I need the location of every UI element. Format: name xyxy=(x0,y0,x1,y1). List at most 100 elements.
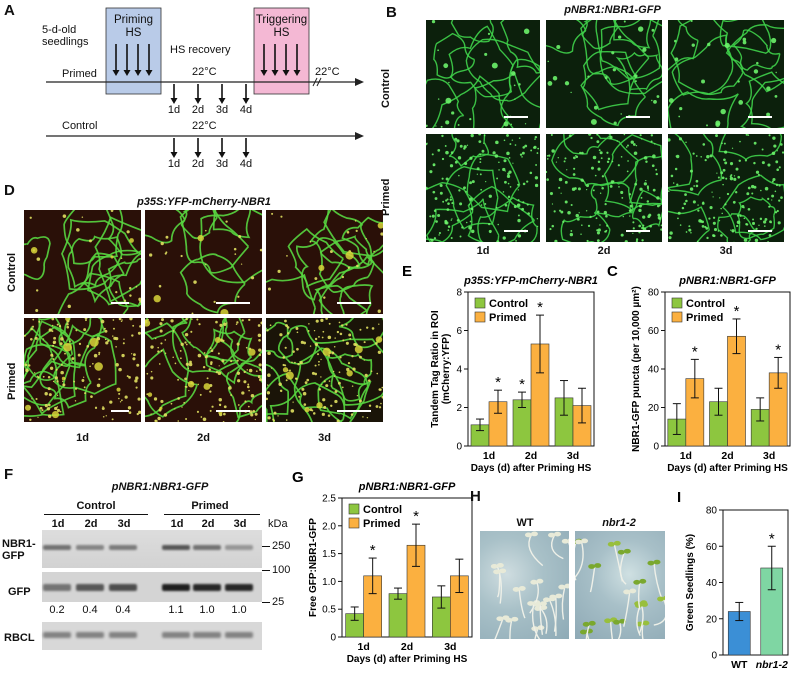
y-tick-label: 0.5 xyxy=(322,605,336,616)
row-control-label: Control xyxy=(62,120,98,132)
x-tick-label: 2d xyxy=(401,641,413,653)
nbr1-gfp-band xyxy=(162,545,190,550)
y-tick-label: 0 xyxy=(711,651,717,662)
scale-bar xyxy=(748,230,772,232)
y-tick-label: 2 xyxy=(456,403,462,414)
x-axis-label: Days (d) after Priming HS xyxy=(471,463,592,474)
blot-lane-label: 2d xyxy=(84,518,98,530)
y-tick-label: 6 xyxy=(456,326,462,337)
nbr1-gfp-band xyxy=(109,545,137,550)
x-tick-label: nbr1-2 xyxy=(756,659,788,671)
y-axis-label: Free GFP:NBR1-GFP xyxy=(308,518,319,617)
panel-f-letter: F xyxy=(4,466,14,483)
blot-ratio-value: 1.1 xyxy=(168,604,184,616)
legend-swatch xyxy=(348,517,360,529)
blot-strip-nbr1 xyxy=(42,530,262,568)
scale-bar xyxy=(626,116,650,118)
panel-b-col-2: 2d xyxy=(597,245,611,257)
scale-bar xyxy=(337,302,371,304)
blot-ratio-value: 1.0 xyxy=(231,604,247,616)
legend-label: Control xyxy=(686,298,725,310)
nbr1-gfp-primed-3d-image xyxy=(668,134,784,242)
gfp-band xyxy=(193,584,221,591)
rbcl-band xyxy=(109,632,137,638)
panel-d-letter: D xyxy=(4,182,15,199)
scale-bar xyxy=(111,410,129,412)
y-tick-label: 0 xyxy=(330,633,336,644)
chart-g-letter: G xyxy=(292,469,304,486)
legend-swatch xyxy=(474,311,486,323)
y-tick-label: 1.0 xyxy=(322,577,336,588)
legend-label: Primed xyxy=(686,312,723,324)
x-axis-label: Days (d) after Priming HS xyxy=(667,463,788,474)
y-tick-label: 2.5 xyxy=(322,494,336,505)
blot-ratio-value: 0.4 xyxy=(115,604,131,616)
y-tick-label: 60 xyxy=(706,542,718,553)
y-tick-label: 80 xyxy=(706,506,718,517)
gfp-band xyxy=(225,584,253,591)
rbcl-band xyxy=(76,632,104,638)
control-day-label: 2d xyxy=(191,158,205,170)
panel-h-letter: H xyxy=(470,488,481,505)
panel-b-row-control: Control xyxy=(380,68,392,108)
chart-i-letter: I xyxy=(677,489,681,506)
marker-tick xyxy=(262,570,270,571)
blot-lane-label: 3d xyxy=(117,518,131,530)
panel-d-title: p35S:YFP-mCherry-NBR1 xyxy=(137,196,271,208)
primed-day-label: 4d xyxy=(239,104,253,116)
y-tick-label: 40 xyxy=(706,578,718,589)
recovery-label: HS recovery xyxy=(170,44,231,56)
panel-b-col-3: 3d xyxy=(719,245,733,257)
chart-title: pNBR1:NBR1-GFP xyxy=(678,275,776,287)
x-tick-label: 1d xyxy=(483,450,495,462)
control-day-label: 1d xyxy=(167,158,181,170)
panel-h-wt-label: WT xyxy=(516,517,534,529)
rbcl-band xyxy=(193,632,221,638)
y-tick-label: 0 xyxy=(653,442,659,453)
x-axis-label: Days (d) after Priming HS xyxy=(347,654,468,665)
gfp-band xyxy=(109,584,137,591)
primed-day-label: 3d xyxy=(215,104,229,116)
blot-lane-label: 3d xyxy=(233,518,247,530)
x-tick-label: 1d xyxy=(358,641,370,653)
blot-kda-label: kDa xyxy=(268,518,288,530)
marker-label: 250 xyxy=(272,540,291,552)
significance-star: * xyxy=(734,303,740,320)
priming-label: Priming HS xyxy=(114,14,153,39)
x-tick-label: 3d xyxy=(567,450,579,462)
panel-a-timeline xyxy=(46,7,364,158)
significance-star: * xyxy=(495,374,501,391)
control-day-label: 4d xyxy=(239,158,253,170)
scale-bar xyxy=(216,410,250,412)
rbcl-band xyxy=(162,632,190,638)
marker-tick xyxy=(262,602,270,603)
row-primed-label: Primed xyxy=(62,68,97,80)
marker-label: 25 xyxy=(272,596,285,608)
y-tick-label: 1.5 xyxy=(322,549,336,560)
rbcl-band xyxy=(225,632,253,638)
yfp-mcherry-primed-1d-image xyxy=(24,318,141,422)
y-axis-label: NBR1-GFP puncta (per 10,000 µm²) xyxy=(631,286,642,452)
nbr1-gfp-band xyxy=(76,545,104,550)
nbr1-gfp-band xyxy=(43,545,71,550)
panel-b-col-1: 1d xyxy=(476,245,490,257)
blot-ratio-value: 1.0 xyxy=(199,604,215,616)
legend-swatch xyxy=(671,311,683,323)
control-day-label: 3d xyxy=(215,158,229,170)
significance-star: * xyxy=(370,542,376,559)
chart-title: pNBR1:NBR1-GFP xyxy=(358,481,456,493)
panel-a-letter: A xyxy=(4,2,15,19)
chart-i: I 0 20 40 60 80 Green Seedlings (%) WT * nbr1-2 xyxy=(677,489,789,671)
wt-seedlings-photo xyxy=(480,531,569,639)
x-tick-label: WT xyxy=(731,659,748,671)
mutant-seedlings-photo xyxy=(575,531,665,639)
y-tick-label: 60 xyxy=(648,326,660,337)
scale-bar xyxy=(111,302,129,304)
yfp-mcherry-control-3d-image xyxy=(266,210,383,314)
panel-h-mutant-label: nbr1-2 xyxy=(602,517,636,529)
x-tick-label: 1d xyxy=(680,450,692,462)
blot-row-nbr1: NBR1- GFP xyxy=(2,538,36,562)
triggering-box xyxy=(253,7,310,95)
y-axis-label: (mCherry:YFP) xyxy=(441,334,452,405)
